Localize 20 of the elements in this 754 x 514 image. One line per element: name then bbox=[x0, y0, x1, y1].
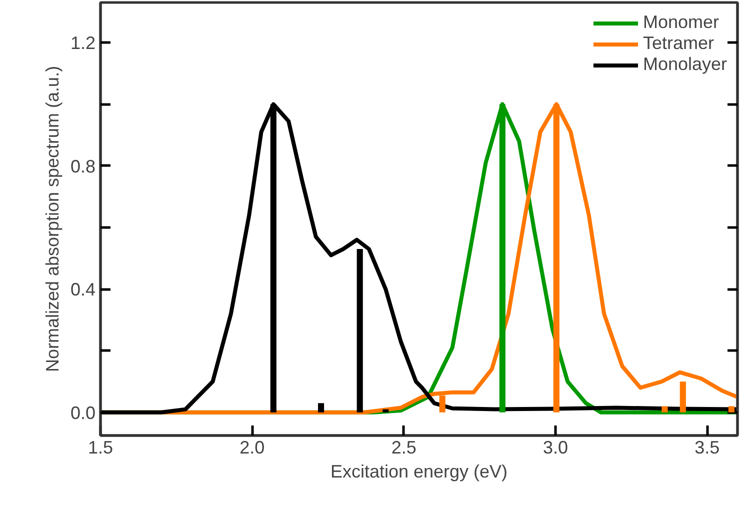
bar bbox=[662, 406, 668, 412]
y-tick-label: 1.2 bbox=[70, 33, 96, 54]
bar bbox=[382, 409, 389, 412]
bar bbox=[728, 406, 734, 412]
legend-label: Monomer bbox=[642, 12, 719, 33]
legend-label: Tetramer bbox=[642, 33, 714, 54]
y-tick-label: 0.8 bbox=[70, 156, 96, 176]
y-axis-title: Normalized absorption spectrum (a.u.) bbox=[42, 66, 62, 372]
x-tick-label: 3.0 bbox=[542, 438, 568, 458]
x-tick-label: 1.5 bbox=[88, 438, 114, 458]
bar bbox=[356, 249, 363, 412]
legend-label: Monolayer bbox=[642, 54, 727, 75]
y-tick-label: 0.0 bbox=[70, 402, 96, 423]
x-tick-label: 3.5 bbox=[694, 438, 720, 458]
x-axis-title: Excitation energy (eV) bbox=[330, 462, 508, 482]
x-tick-label: 2.5 bbox=[391, 438, 416, 458]
bar bbox=[318, 403, 324, 412]
bar bbox=[680, 382, 686, 412]
y-tick-label: 0.4 bbox=[70, 280, 96, 300]
x-tick-label: 2.0 bbox=[240, 438, 265, 458]
